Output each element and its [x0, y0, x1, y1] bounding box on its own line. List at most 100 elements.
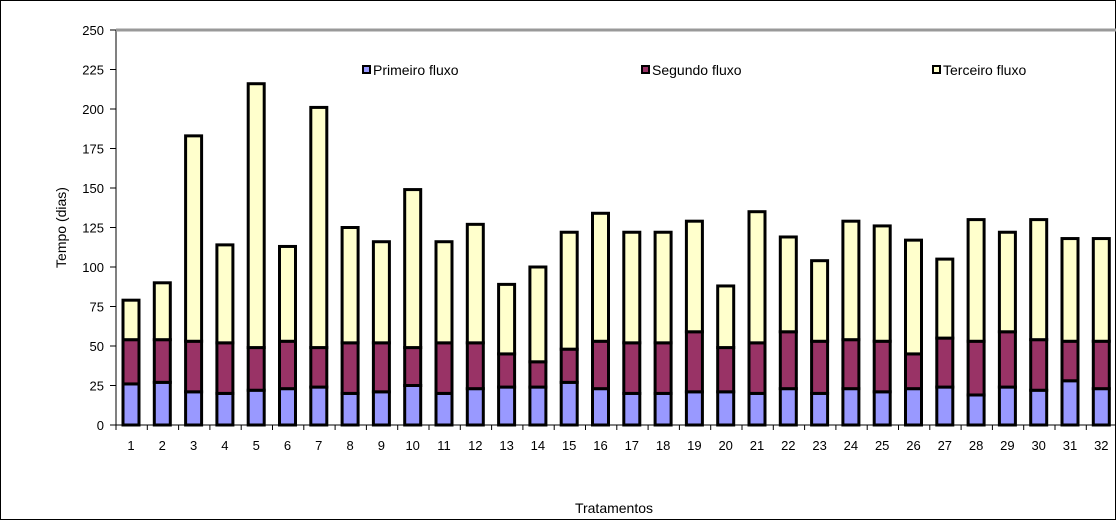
bar-segment-series-2 — [966, 339, 986, 397]
x-tick-label: 11 — [437, 438, 451, 453]
x-tick-label: 20 — [718, 438, 732, 453]
x-tick-label: 14 — [531, 438, 545, 453]
x-tick-label: 18 — [656, 438, 670, 453]
bar-segment-series-2 — [1029, 338, 1049, 392]
legend-item: Segundo fluxo — [641, 62, 742, 78]
bar-stack — [184, 134, 204, 427]
x-tick-label: 4 — [221, 438, 228, 453]
bar-segment-series-2 — [716, 346, 736, 394]
y-tick-label: 175 — [82, 142, 104, 157]
legend-label: Segundo fluxo — [652, 62, 742, 78]
bar-segment-series-1 — [152, 380, 172, 427]
bar-stack — [653, 230, 673, 427]
bar-segment-series-2 — [215, 341, 235, 395]
legend-item: Terceiro fluxo — [932, 62, 1026, 78]
bar-segment-series-2 — [841, 338, 861, 391]
bar-segment-series-2 — [340, 341, 360, 395]
x-tick-label: 5 — [253, 438, 260, 453]
bar-segment-series-2 — [997, 330, 1017, 389]
x-tick-label: 1 — [127, 438, 134, 453]
y-tick-label: 225 — [82, 63, 104, 78]
bar-segment-series-3 — [872, 224, 892, 343]
bar-stack — [872, 224, 892, 427]
x-tick-label: 8 — [346, 438, 353, 453]
bar-segment-series-3 — [778, 235, 798, 334]
bar-segment-series-1 — [340, 391, 360, 427]
bar-segment-series-1 — [497, 385, 517, 427]
y-tick-label: 250 — [82, 23, 104, 38]
bar-segment-series-2 — [403, 346, 423, 387]
bar-stack — [1091, 237, 1111, 427]
bar-segment-series-1 — [997, 385, 1017, 427]
y-axis: 0 25 50 75 100 125 150 175 200 225 250 — [82, 23, 1116, 433]
x-tick-label: 17 — [625, 438, 639, 453]
bar-segment-series-2 — [497, 352, 517, 389]
bar-segment-series-3 — [340, 226, 360, 345]
bar-segment-series-3 — [528, 265, 548, 364]
bar-segment-series-1 — [278, 387, 297, 427]
bar-stack — [1029, 218, 1049, 427]
bar-segment-series-3 — [622, 230, 642, 345]
x-tick-label: 2 — [159, 438, 166, 453]
bar-stack — [403, 188, 423, 427]
bar-segment-series-1 — [559, 380, 579, 427]
legend: Primeiro fluxo Segundo fluxo Terceiro flux… — [362, 62, 1026, 78]
bar-segment-series-2 — [1091, 339, 1111, 391]
bar-segment-series-2 — [528, 360, 548, 389]
x-tick-label: 9 — [378, 438, 385, 453]
x-tick-label: 3 — [190, 438, 197, 453]
bar-segment-series-3 — [684, 219, 704, 334]
y-tick-label: 50 — [90, 339, 104, 354]
x-tick-label: 28 — [969, 438, 983, 453]
x-tick-label: 6 — [284, 438, 291, 453]
bar-segment-series-3 — [935, 257, 955, 340]
bar-segment-series-1 — [935, 385, 955, 427]
x-tick-label: 21 — [750, 438, 764, 453]
bar-segment-series-2 — [278, 339, 297, 391]
bar-stack — [591, 211, 610, 427]
bar-segment-series-1 — [309, 385, 329, 427]
bar-stack — [966, 218, 986, 427]
legend-label: Terceiro fluxo — [943, 62, 1026, 78]
bar-segment-series-2 — [1060, 339, 1080, 383]
bar-stack — [278, 244, 297, 427]
y-tick-label: 150 — [82, 181, 104, 196]
bar-segment-series-1 — [215, 391, 235, 427]
bar-segment-series-2 — [371, 341, 391, 394]
bar-stack — [528, 265, 548, 427]
bar-stack — [778, 235, 798, 427]
x-tick-label: 19 — [687, 438, 701, 453]
bar-segment-series-1 — [966, 393, 986, 427]
x-tick-label: 30 — [1031, 438, 1045, 453]
bar-segment-series-2 — [684, 330, 704, 394]
bar-segment-series-1 — [653, 391, 673, 427]
bar-segment-series-1 — [747, 391, 767, 427]
bar-segment-series-1 — [184, 390, 204, 427]
bar-segment-series-1 — [904, 387, 923, 427]
bar-stack — [152, 281, 172, 427]
bar-stack — [215, 243, 235, 427]
bar-stacks — [121, 82, 1111, 427]
bar-segment-series-3 — [121, 298, 141, 342]
x-tick-label: 25 — [875, 438, 889, 453]
bar-segment-series-1 — [778, 387, 798, 427]
bar-segment-series-3 — [497, 282, 517, 356]
bar-stack — [810, 259, 830, 427]
bar-segment-series-3 — [465, 222, 485, 345]
bar-segment-series-2 — [309, 346, 329, 389]
x-tick-label: 7 — [315, 438, 322, 453]
bar-segment-series-2 — [465, 341, 485, 391]
bar-segment-series-3 — [1060, 237, 1080, 343]
bar-segment-series-1 — [872, 390, 892, 427]
bar-segment-series-2 — [184, 339, 204, 394]
bar-segment-series-3 — [309, 105, 329, 350]
bar-segment-series-2 — [935, 336, 955, 389]
bar-segment-series-2 — [434, 341, 454, 395]
bar-stack — [622, 230, 642, 427]
bar-segment-series-3 — [810, 259, 830, 343]
bar-stack — [935, 257, 955, 427]
bar-segment-series-2 — [152, 338, 172, 384]
bar-segment-series-1 — [121, 382, 141, 427]
